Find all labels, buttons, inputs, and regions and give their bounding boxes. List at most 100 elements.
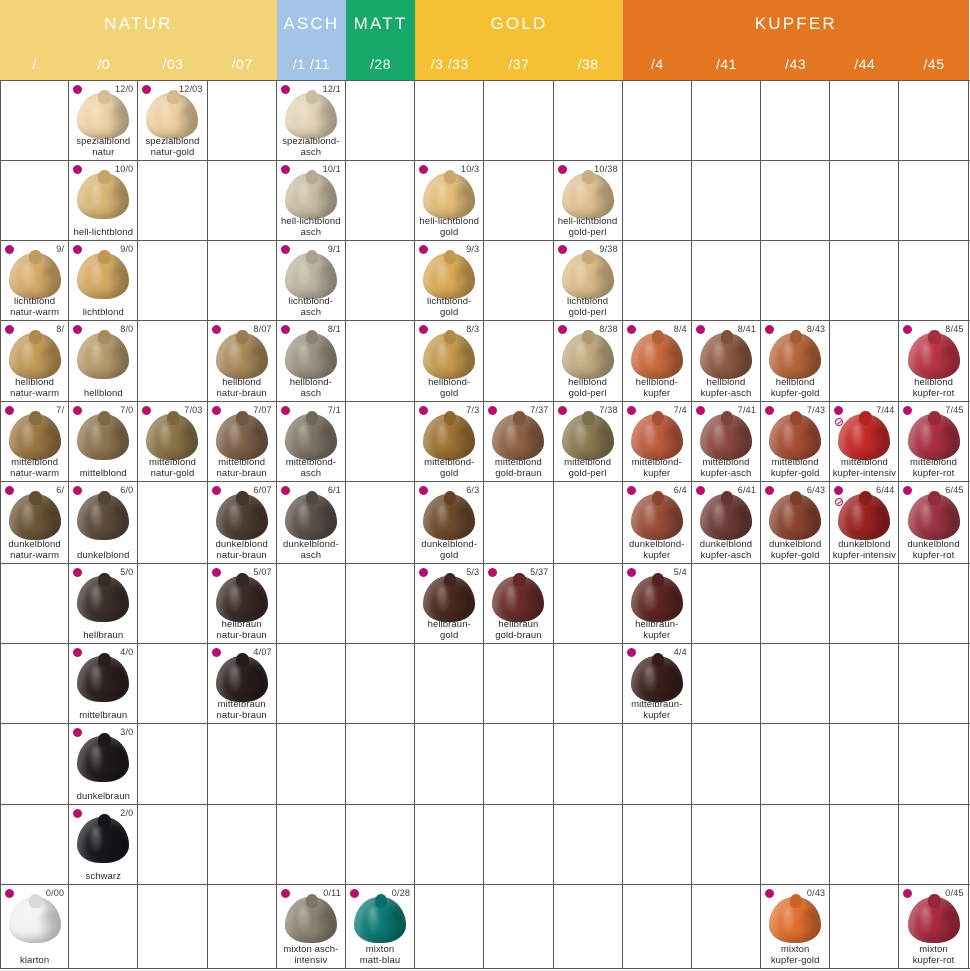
color-swatch-cell[interactable]: 9/0 lichtblond <box>69 241 139 320</box>
color-swatch-cell[interactable]: 6/4 dunkelblond-kupfer <box>622 482 692 563</box>
color-swatch-cell[interactable]: 7/1 mittelblond-asch <box>276 402 346 481</box>
color-swatch-cell[interactable]: 0/28 mixton matt-blau <box>345 885 416 968</box>
header-group-asch[interactable]: ASCH <box>276 0 346 48</box>
color-swatch-cell[interactable]: 6/07 dunkelblond natur-braun <box>207 482 277 563</box>
color-swatch-cell[interactable]: 0/45 mixton kupfer-rot <box>899 885 969 968</box>
color-swatch-cell[interactable]: 0/43 mixton kupfer-gold <box>761 885 831 968</box>
header-code-12[interactable]: /44 <box>830 48 900 80</box>
color-swatch-cell[interactable]: 4/0 mittelbraun <box>69 644 139 723</box>
color-swatch-cell[interactable]: 7/45 mittelblond kupfer-rot <box>899 402 969 481</box>
shade-code: 0/45 <box>945 888 964 898</box>
color-swatch-cell[interactable]: 10/0 hell-lichtblond <box>69 161 139 240</box>
empty-cell <box>553 564 623 643</box>
shade-name-line1: mittelblond <box>910 457 958 468</box>
color-swatch-cell[interactable]: 8/43 hellblond kupfer-gold <box>761 321 831 401</box>
empty-cell <box>345 564 416 643</box>
color-swatch-cell[interactable]: 7/03 mittelblond natur-gold <box>138 402 208 481</box>
color-swatch-cell[interactable]: 8/38 hellblond gold-perl <box>553 321 623 401</box>
color-swatch-cell[interactable]: 6/3 dunkelblond-gold <box>415 482 485 563</box>
color-swatch-cell[interactable]: 9/1 lichtblond-asch <box>276 241 346 320</box>
color-swatch-cell[interactable]: 6/45 dunkelblond kupfer-rot <box>899 482 969 563</box>
color-swatch-cell[interactable]: 10/3 hell-lichtblond gold <box>415 161 485 240</box>
color-swatch-cell[interactable]: 0/11 mixton asch-intensiv <box>276 885 346 968</box>
shade-name-line2: kupfer-gold <box>770 387 820 399</box>
color-swatch-cell[interactable]: 4/4 mittelbraun-kupfer <box>622 644 692 723</box>
header-code-4[interactable]: /1 /11 <box>276 48 346 80</box>
color-swatch-cell[interactable]: 7/07 mittelblond natur-braun <box>207 402 277 481</box>
color-swatch-cell[interactable]: 7/mittelblond natur-warm <box>0 402 70 481</box>
color-swatch-cell[interactable]: 9/38 lichtblond gold-perl <box>553 241 623 320</box>
color-swatch-cell[interactable]: 4/07 mittelbraun natur-braun <box>207 644 277 723</box>
shade-name-line1: hellbraun <box>221 619 262 630</box>
shade-name: hell-lichtblond asch <box>278 216 344 238</box>
header-code-13[interactable]: /45 <box>899 48 969 80</box>
color-swatch-cell[interactable]: 8/3 hellblond-gold <box>415 321 485 401</box>
color-swatch-cell[interactable]: 5/0 hellbraun <box>69 564 139 643</box>
color-swatch-cell[interactable]: 5/37 hellbraun gold-braun <box>484 564 554 643</box>
color-swatch-cell[interactable]: 12/03 spezialblond natur-gold <box>138 81 208 160</box>
header-code-6[interactable]: /3 /33 <box>415 48 485 80</box>
header-code-11[interactable]: /43 <box>761 48 831 80</box>
color-swatch-cell[interactable]: 12/1 spezialblond-asch <box>276 81 346 160</box>
color-swatch-cell[interactable]: 9/3 lichtblond-gold <box>415 241 485 320</box>
header-code-1[interactable]: /0 <box>69 48 139 80</box>
hair-swatch-image <box>77 494 130 540</box>
header-code-10[interactable]: /41 <box>691 48 762 80</box>
color-swatch-cell[interactable]: 7/37 mittelblond gold-braun <box>484 402 554 481</box>
shade-code: 5/37 <box>530 567 549 577</box>
availability-dot-icon <box>903 486 913 495</box>
empty-cell <box>0 805 70 884</box>
header-code-2[interactable]: /03 <box>138 48 208 80</box>
header-code-8[interactable]: /38 <box>553 48 623 80</box>
color-swatch-cell[interactable]: 7/4 mittelblond-kupfer <box>622 402 692 481</box>
color-swatch-cell[interactable]: 5/4 hellbraun-kupfer <box>622 564 692 643</box>
header-code-3[interactable]: /07 <box>207 48 277 80</box>
header-group-kupfer[interactable]: KUPFER <box>622 0 969 48</box>
color-swatch-cell[interactable]: 6/0 dunkelblond <box>69 482 139 563</box>
color-swatch-cell[interactable]: 2/0 schwarz <box>69 805 139 884</box>
header-code-0[interactable]: / <box>0 48 70 80</box>
availability-dot-icon <box>211 486 221 495</box>
color-swatch-cell[interactable]: 7/44 mittelblond kupfer-intensiv <box>830 402 900 481</box>
color-swatch-cell[interactable]: 7/0 mittelblond <box>69 402 139 481</box>
color-swatch-cell[interactable]: 8/07 hellblond natur-braun <box>207 321 277 401</box>
color-swatch-cell[interactable]: 6/44 dunkelblond kupfer-intensiv <box>830 482 900 563</box>
color-swatch-cell[interactable]: 7/43 mittelblond kupfer-gold <box>761 402 831 481</box>
color-swatch-cell[interactable]: 10/1 hell-lichtblond asch <box>276 161 346 240</box>
empty-cell <box>276 644 346 723</box>
color-swatch-cell[interactable]: 7/41 mittelblond kupfer-asch <box>691 402 762 481</box>
color-swatch-cell[interactable]: 12/0 spezialblond natur <box>69 81 139 160</box>
hair-swatch-image <box>561 173 614 219</box>
header-code-7[interactable]: /37 <box>484 48 554 80</box>
color-swatch-cell[interactable]: 0/00 klarton <box>0 885 70 968</box>
color-swatch-cell[interactable]: 8/41 hellblond kupfer-asch <box>691 321 762 401</box>
hair-swatch-image <box>630 656 683 702</box>
header-code-5[interactable]: /28 <box>345 48 416 80</box>
color-swatch-cell[interactable]: 6/dunkelblond natur-warm <box>0 482 70 563</box>
color-swatch-cell[interactable]: 10/38 hell-lichtblond gold-perl <box>553 161 623 240</box>
header-group-matt[interactable]: MATT <box>345 0 416 48</box>
color-swatch-cell[interactable]: 5/07 hellbraun natur-braun <box>207 564 277 643</box>
color-swatch-cell[interactable]: 8/4 hellblond-kupfer <box>622 321 692 401</box>
empty-cell <box>899 161 969 240</box>
header-group-row: NATUR ASCH MATT GOLD KUPFER <box>0 0 970 48</box>
color-swatch-cell[interactable]: 6/1 dunkelblond-asch <box>276 482 346 563</box>
color-swatch-cell[interactable]: 8/45 hellblond kupfer-rot <box>899 321 969 401</box>
header-group-gold[interactable]: GOLD <box>415 0 623 48</box>
color-swatch-cell[interactable]: 5/3 hellbraun-gold <box>415 564 485 643</box>
color-swatch-cell[interactable]: 6/41 dunkelblond kupfer-asch <box>691 482 762 563</box>
color-swatch-cell[interactable]: 6/43 dunkelblond kupfer-gold <box>761 482 831 563</box>
color-swatch-cell[interactable]: 8/1 hellblond-asch <box>276 321 346 401</box>
color-swatch-cell[interactable]: 8/0 hellblond <box>69 321 139 401</box>
color-swatch-cell[interactable]: 7/3 mittelblond-gold <box>415 402 485 481</box>
empty-cell <box>484 161 554 240</box>
header-group-natur[interactable]: NATUR <box>0 0 277 48</box>
shade-name-line1: mittelblond <box>840 457 888 468</box>
color-swatch-cell[interactable]: 8/hellblond natur-warm <box>0 321 70 401</box>
shade-name-line2: gold <box>440 467 459 479</box>
header-code-9[interactable]: /4 <box>622 48 692 80</box>
color-swatch-cell[interactable]: 9/lichtblond natur-warm <box>0 241 70 320</box>
availability-dot-icon <box>557 406 567 415</box>
color-swatch-cell[interactable]: 7/38 mittelblond gold-perl <box>553 402 623 481</box>
color-swatch-cell[interactable]: 3/0 dunkelbraun <box>69 724 139 804</box>
